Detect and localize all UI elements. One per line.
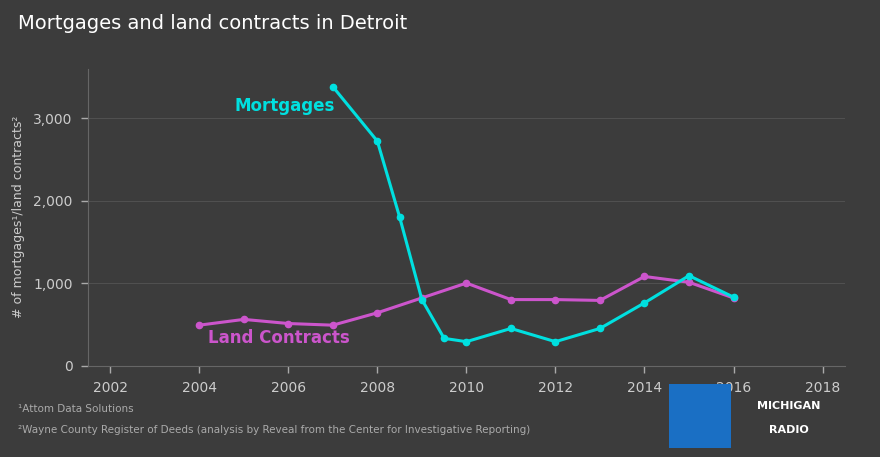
Text: ²Wayne County Register of Deeds (analysis by Reveal from the Center for Investig: ²Wayne County Register of Deeds (analysi… (18, 425, 530, 435)
Bar (669, 384, 730, 448)
Text: RADIO: RADIO (769, 425, 809, 435)
Text: MICHIGAN: MICHIGAN (757, 401, 820, 411)
Y-axis label: # of mortgages¹/land contracts²: # of mortgages¹/land contracts² (12, 116, 25, 318)
Text: Mortgages: Mortgages (235, 97, 335, 116)
Text: Land Contracts: Land Contracts (209, 329, 350, 347)
Text: ¹Attom Data Solutions: ¹Attom Data Solutions (18, 404, 133, 414)
Text: Mortgages and land contracts in Detroit: Mortgages and land contracts in Detroit (18, 14, 407, 33)
